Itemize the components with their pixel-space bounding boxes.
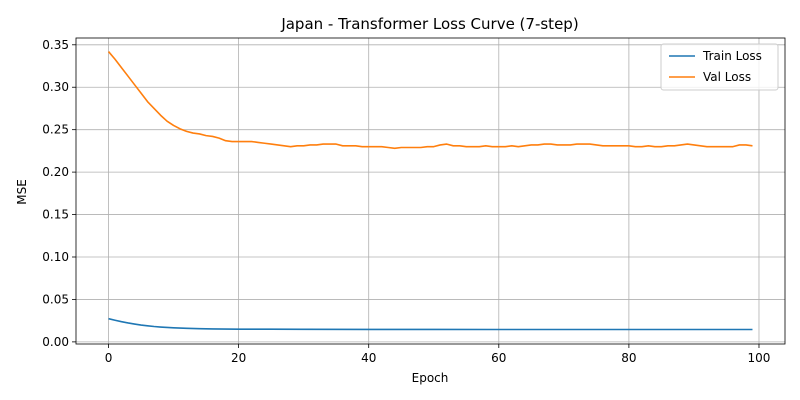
series-layer — [107, 51, 753, 331]
y-axis: 0.00 0.05 0.10 0.15 0.20 0.25 0.30 0.35 — [42, 38, 76, 349]
y-tick-label: 0.35 — [42, 38, 69, 52]
plot-frame — [75, 37, 786, 345]
y-tick-label: 0.25 — [42, 123, 69, 137]
y-tick-label: 0.05 — [42, 292, 69, 306]
x-tick-label: 20 — [231, 351, 246, 365]
grid — [76, 38, 785, 344]
x-tick-label: 80 — [621, 351, 636, 365]
x-tick-label: 40 — [361, 351, 376, 365]
x-axis: 0 20 40 60 80 100 — [105, 344, 771, 365]
y-tick-label: 0.20 — [42, 165, 69, 179]
legend: Train Loss Val Loss — [660, 43, 779, 91]
y-axis-label: MSE — [15, 179, 29, 205]
y-tick-label: 0.15 — [42, 208, 69, 222]
legend-train-loss-label: Train Loss — [702, 49, 762, 63]
x-tick-label: 100 — [748, 351, 771, 365]
x-tick-label: 0 — [105, 351, 113, 365]
y-tick-label: 0.10 — [42, 250, 69, 264]
y-tick-label: 0.00 — [42, 335, 69, 349]
train-loss-line — [108, 317, 753, 331]
x-tick-label: 60 — [491, 351, 506, 365]
chart-title: Japan - Transformer Loss Curve (7-step) — [280, 15, 578, 33]
x-axis-label: Epoch — [412, 371, 449, 385]
y-tick-label: 0.30 — [42, 80, 69, 94]
legend-val-loss-label: Val Loss — [703, 70, 751, 84]
val-loss-line — [107, 51, 753, 150]
